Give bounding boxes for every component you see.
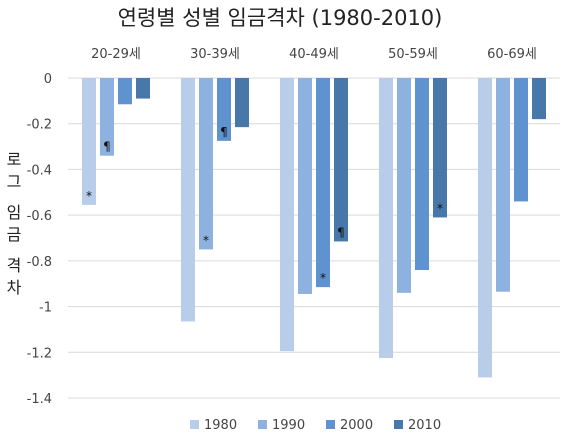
y-axis-label-char: 임 [7, 203, 22, 222]
legend-label: 1980 [204, 418, 237, 433]
y-tick-label: -1.2 [27, 346, 52, 361]
bar [100, 78, 114, 156]
legend-label: 2010 [408, 418, 441, 433]
bar [397, 78, 411, 293]
y-axis-label-char: 그 [7, 172, 22, 191]
y-axis-label-char: 로 [7, 150, 22, 169]
bar-annotation: * [203, 233, 209, 247]
bar [199, 78, 213, 250]
y-axis-label-char: 차 [7, 278, 22, 297]
bar-annotation: * [437, 201, 443, 215]
bars [82, 78, 546, 378]
bar [82, 78, 96, 205]
legend-label: 2000 [340, 418, 373, 433]
category-label: 60-69세 [487, 47, 537, 62]
bar [433, 78, 447, 218]
y-tick-label: -0.4 [27, 163, 52, 178]
bar [235, 78, 249, 128]
bar-annotation: ¶ [103, 140, 111, 154]
category-label: 30-39세 [190, 47, 240, 62]
bar [136, 78, 150, 99]
bar [334, 78, 348, 242]
chart-title: 연령별 성별 임금격차 (1980-2010) [118, 6, 443, 30]
legend-label: 1990 [272, 418, 305, 433]
y-tick-label: -0.6 [27, 209, 52, 224]
bar-annotation: ¶ [220, 125, 228, 139]
y-tick-label: -0.2 [27, 118, 52, 133]
y-tick-label: -1.4 [27, 392, 52, 407]
y-axis-ticks: 0 -0.2 -0.4 -0.6 -0.8 -1 -1.2 -1.4 [27, 72, 52, 407]
bar [415, 78, 429, 270]
bar [118, 78, 132, 105]
bar [514, 78, 528, 202]
bar [478, 78, 492, 378]
y-tick-label: -0.8 [27, 255, 52, 270]
category-labels: 20-29세 30-39세 40-49세 50-59세 60-69세 [91, 47, 537, 62]
bar-annotation: ¶ [337, 225, 345, 239]
y-axis-label-char: 격 [7, 256, 22, 275]
category-label: 20-29세 [91, 47, 141, 62]
annotations: * ¶ * ¶ * ¶ * [86, 125, 443, 285]
bar [181, 78, 195, 322]
bar [217, 78, 231, 141]
bar [532, 78, 546, 120]
legend-swatch [258, 420, 267, 429]
legend-swatch [190, 420, 199, 429]
y-axis-label-char: 금 [7, 225, 22, 244]
legend: 1980 1990 2000 2010 [190, 418, 441, 433]
legend-swatch [326, 420, 335, 429]
bar [280, 78, 294, 352]
bar [496, 78, 510, 292]
bar-annotation: * [320, 271, 326, 285]
y-tick-label: -1 [39, 301, 52, 316]
category-label: 50-59세 [388, 47, 438, 62]
y-tick-label: 0 [44, 72, 52, 87]
category-label: 40-49세 [289, 47, 339, 62]
gridlines [68, 77, 560, 399]
legend-swatch [394, 420, 403, 429]
bar-annotation: * [86, 189, 92, 203]
bar [316, 78, 330, 288]
bar [298, 78, 312, 294]
bar [379, 78, 393, 358]
